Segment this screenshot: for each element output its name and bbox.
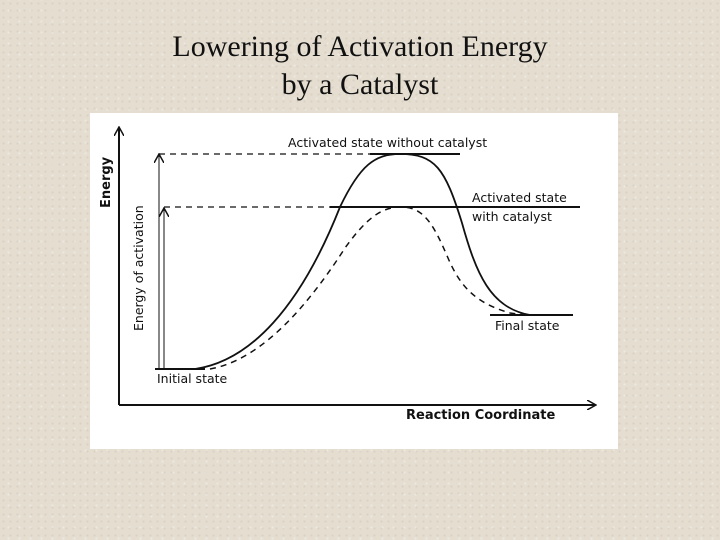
- uncatalyzed-energy-curve: [194, 153, 570, 370]
- catalyzed-energy-curve: [209, 206, 571, 370]
- label-final-state: Final state: [495, 318, 560, 333]
- diagram-canvas: Energy Reaction Coordinate Energy of act…: [99, 113, 618, 423]
- slide-title-line-2: by a Catalyst: [281, 68, 439, 101]
- activation-energy-diagram: Energy Reaction Coordinate Energy of act…: [90, 113, 618, 449]
- y-axis-label: Energy: [99, 156, 114, 208]
- activation-energy-label: Energy of activation: [131, 205, 146, 331]
- label-activated-with-catalyst-line-1: Activated state: [472, 190, 567, 205]
- label-initial-state: Initial state: [157, 371, 228, 386]
- slide-title-line-1: Lowering of Activation Energy: [172, 30, 548, 63]
- slide-title: Lowering of Activation Energy by a Catal…: [0, 28, 720, 104]
- label-activated-with-catalyst-line-2: with catalyst: [472, 209, 552, 224]
- label-activated-without-catalyst: Activated state without catalyst: [288, 135, 487, 150]
- x-axis-label: Reaction Coordinate: [406, 408, 556, 423]
